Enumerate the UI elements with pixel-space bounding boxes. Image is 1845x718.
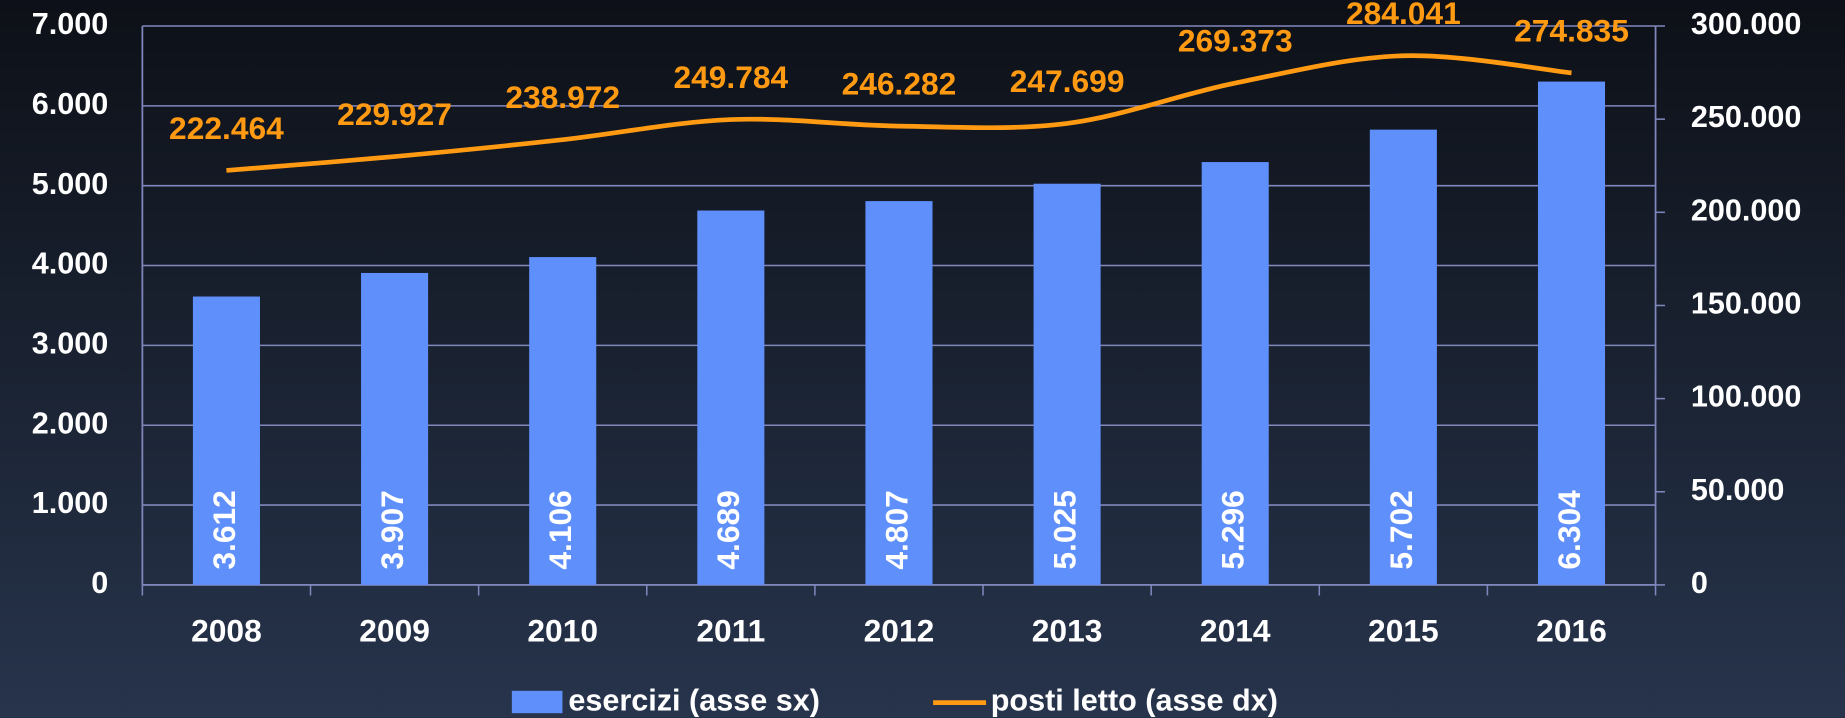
bar-value-label: 5.702	[1383, 490, 1419, 569]
line-value-label: 269.373	[1178, 22, 1293, 58]
y2-tick-label: 150.000	[1691, 287, 1802, 321]
y-tick-label: 6.000	[32, 87, 109, 121]
y-tick-label: 2.000	[32, 406, 109, 440]
line-value-label: 249.784	[673, 59, 788, 95]
line-value-label: 274.835	[1514, 12, 1629, 48]
bar-value-label: 4.807	[878, 490, 914, 569]
y2-tick-label: 100.000	[1691, 380, 1802, 414]
legend-swatch	[511, 690, 563, 714]
bar	[192, 296, 260, 585]
bar	[697, 210, 765, 585]
x-tick-label: 2012	[864, 613, 935, 649]
line	[226, 53, 1572, 173]
y-tick-label: 3.000	[32, 326, 109, 360]
bar-value-label: 5.025	[1046, 490, 1082, 569]
bar	[1033, 183, 1101, 585]
legend-label: posti letto (asse dx)	[991, 684, 1278, 718]
line-value-label: 246.282	[842, 65, 957, 101]
legend-label: esercizi (asse sx)	[568, 684, 820, 718]
y2-tick-label: 50.000	[1691, 473, 1785, 507]
x-tick-label: 2014	[1200, 613, 1271, 649]
bar-value-label: 4.106	[542, 490, 578, 569]
y2-tick-label: 200.000	[1691, 193, 1802, 227]
y-tick-label: 0	[91, 566, 108, 600]
bar	[361, 272, 429, 585]
line-value-label: 247.699	[1010, 63, 1125, 99]
y2-tick-label: 300.000	[1691, 7, 1802, 41]
x-tick-label: 2008	[191, 613, 262, 649]
bar-value-label: 6.304	[1551, 490, 1587, 570]
bar	[529, 257, 597, 585]
bar	[865, 201, 933, 585]
line-value-label: 229.927	[337, 96, 452, 132]
y2-tick-label: 250.000	[1691, 100, 1802, 134]
x-tick-label: 2013	[1032, 613, 1103, 649]
x-tick-label: 2016	[1536, 613, 1607, 649]
line-value-label: 284.041	[1346, 0, 1461, 31]
y2-tick-label: 0	[1691, 566, 1708, 600]
bar	[1201, 162, 1269, 585]
y-tick-label: 7.000	[32, 7, 109, 41]
y-tick-label: 5.000	[32, 167, 109, 201]
bar-value-label: 3.612	[206, 490, 242, 569]
x-tick-label: 2011	[696, 613, 765, 649]
x-tick-label: 2009	[359, 613, 430, 649]
bar-value-label: 4.689	[710, 490, 746, 569]
bar	[1369, 129, 1437, 585]
x-tick-label: 2010	[527, 613, 598, 649]
bar-value-label: 5.296	[1215, 490, 1251, 569]
x-tick-label: 2015	[1368, 613, 1439, 649]
bar	[1537, 81, 1606, 585]
y-tick-label: 1.000	[32, 486, 109, 520]
line-value-label: 222.464	[169, 110, 284, 146]
line-value-label: 238.972	[505, 79, 620, 115]
y-tick-label: 4.000	[32, 247, 109, 281]
bar-value-label: 3.907	[374, 490, 410, 569]
